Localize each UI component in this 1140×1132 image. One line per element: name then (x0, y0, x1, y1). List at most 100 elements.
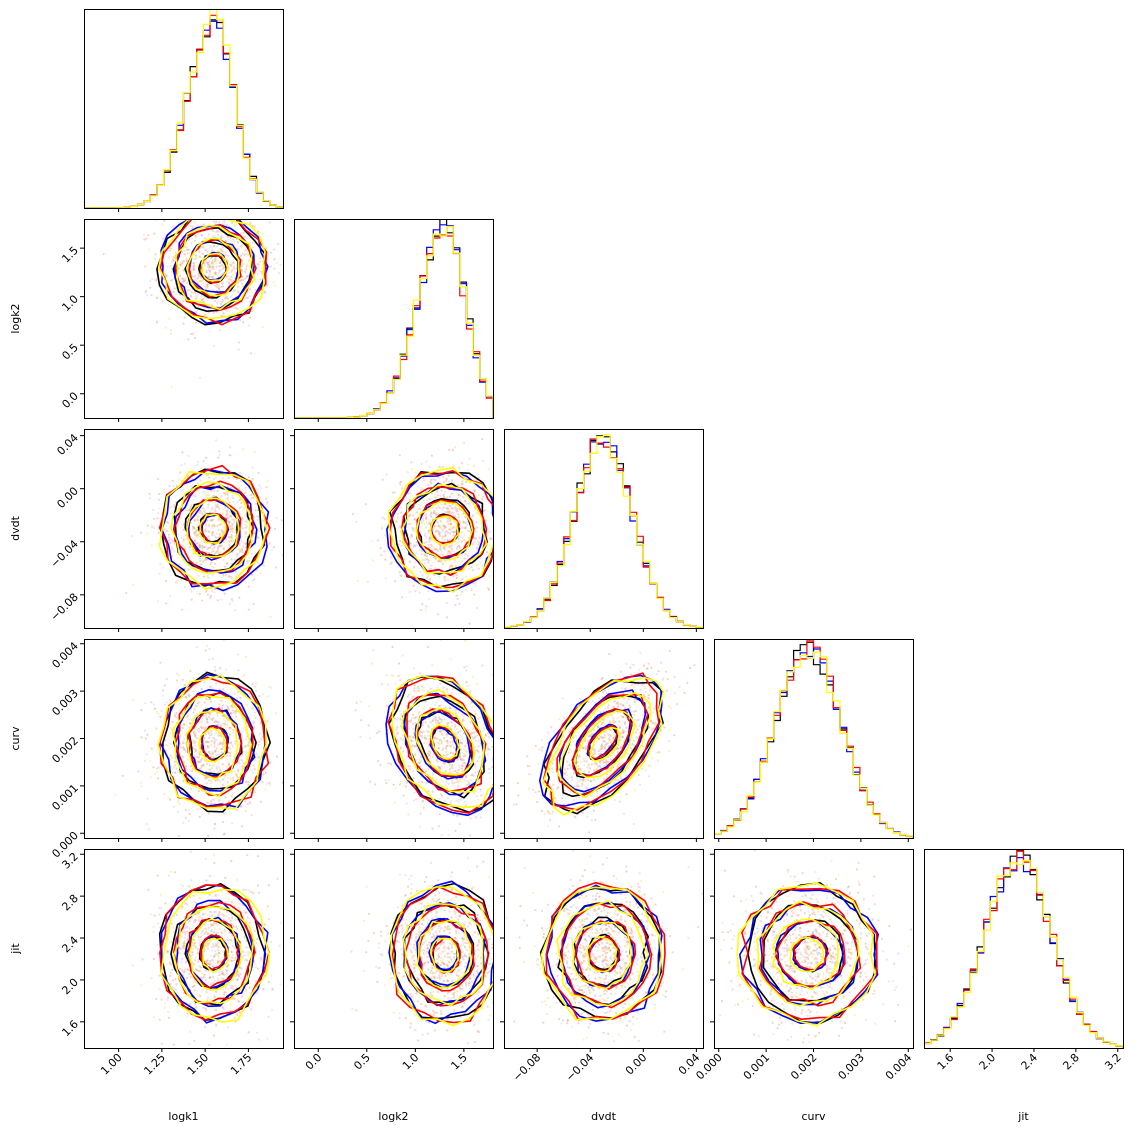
sample-point (213, 501, 217, 504)
sample-point (224, 251, 227, 254)
sample-point (217, 735, 220, 738)
sample-point (251, 466, 254, 469)
sample-point (275, 516, 278, 520)
sample-point (205, 283, 208, 286)
sample-point (439, 682, 442, 685)
sample-point (168, 537, 171, 540)
sample-point (223, 565, 226, 568)
sample-point (203, 728, 206, 731)
sample-point (355, 520, 358, 524)
sample-point (195, 256, 198, 259)
sample-point (219, 237, 222, 240)
sample-point (452, 575, 455, 578)
sample-point (203, 681, 206, 684)
sample-point (219, 262, 222, 265)
sample-point (196, 808, 199, 811)
sample-point (242, 545, 245, 548)
sample-point (268, 542, 271, 545)
sample-point (409, 513, 412, 516)
sample-point (470, 706, 473, 709)
sample-point (434, 479, 438, 482)
sample-point (208, 273, 211, 276)
sample-point (396, 731, 399, 734)
sample-point (247, 254, 250, 257)
sample-point (603, 723, 606, 726)
sample-point (207, 741, 210, 744)
sample-point (359, 700, 362, 703)
sample-point (392, 783, 395, 786)
sample-point (215, 262, 218, 265)
sample-point (438, 559, 441, 563)
sample-point (445, 750, 448, 753)
sample-point (209, 489, 213, 492)
sample-point (246, 252, 249, 255)
sample-point (281, 781, 283, 784)
sample-point (226, 493, 229, 496)
sample-point (174, 760, 177, 764)
sample-point (202, 246, 205, 249)
sample-point (400, 596, 403, 599)
sample-point (215, 747, 218, 750)
sample-point (455, 799, 458, 802)
sample-point (235, 554, 239, 557)
sample-point (471, 675, 474, 678)
sample-point (202, 300, 205, 303)
sample-point (449, 744, 452, 748)
sample-point (396, 512, 399, 515)
sample-point (413, 517, 416, 520)
sample-point (385, 782, 388, 785)
sample-point (185, 259, 188, 262)
sample-point (444, 560, 447, 563)
sample-point (206, 740, 210, 743)
sample-point (140, 785, 143, 788)
sample-point (588, 770, 591, 773)
sample-point (599, 711, 602, 714)
sample-point (211, 506, 214, 509)
sample-point (198, 767, 201, 770)
sample-point (445, 601, 448, 605)
sample-point (162, 689, 165, 692)
sample-point (648, 697, 651, 700)
sample-point (243, 506, 246, 509)
sample-point (201, 544, 204, 547)
sample-point (624, 687, 627, 691)
sample-point (259, 738, 262, 741)
sample-point (223, 832, 226, 835)
sample-point (220, 545, 223, 548)
sample-point (469, 529, 472, 532)
sample-point (187, 819, 190, 822)
sample-point (236, 248, 239, 251)
sample-point (413, 544, 416, 547)
sample-point (627, 766, 630, 770)
sample-point (225, 223, 228, 226)
sample-point (183, 723, 186, 726)
sample-point (227, 235, 230, 238)
sample-point (216, 525, 219, 528)
sample-point (426, 646, 430, 649)
sample-point (462, 520, 465, 523)
sample-point (470, 701, 474, 704)
sample-point (437, 525, 440, 528)
sample-point (237, 669, 240, 672)
sample-point (457, 711, 460, 714)
sample-point (177, 799, 180, 802)
sample-point (458, 800, 461, 804)
sample-point (256, 518, 259, 521)
sample-point (452, 813, 455, 817)
sample-point (235, 478, 238, 481)
sample-point (407, 720, 410, 723)
sample-point (179, 471, 182, 474)
sample-point (439, 525, 442, 528)
sample-point (193, 336, 197, 339)
sample-point (575, 784, 578, 787)
sample-point (478, 536, 481, 539)
sample-point (616, 711, 619, 714)
sample-point (440, 489, 443, 492)
sample-point (429, 721, 432, 725)
sample-point (471, 732, 474, 735)
sample-point (231, 268, 234, 271)
sample-point (218, 270, 221, 274)
sample-point (475, 521, 478, 524)
sample-point (440, 720, 443, 724)
sample-point (455, 542, 458, 545)
